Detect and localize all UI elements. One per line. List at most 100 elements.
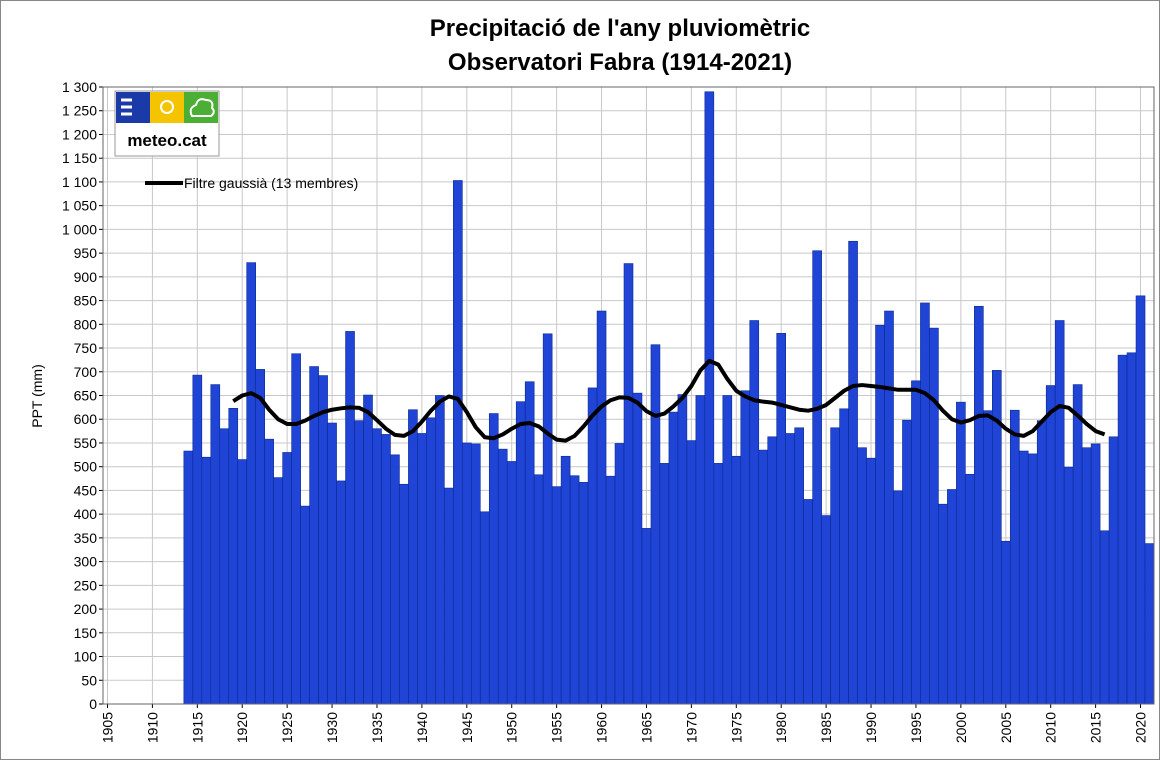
y-tick-label: 150 [74, 625, 98, 641]
bar [533, 474, 544, 705]
x-tick-label: 1925 [279, 712, 295, 743]
y-tick-label: 550 [74, 435, 98, 451]
bar [596, 310, 607, 705]
logo-icon [160, 100, 174, 114]
bar [291, 353, 301, 705]
bar [470, 443, 481, 705]
bar [758, 449, 769, 705]
bar [345, 331, 355, 705]
smoothed-line [232, 358, 1106, 443]
bar [417, 433, 427, 705]
y-tick-label: 0 [89, 696, 97, 712]
x-tick-label: 1980 [773, 712, 789, 743]
y-tick-label: 250 [74, 577, 98, 593]
bar [587, 387, 598, 705]
bar [722, 395, 733, 705]
bar [569, 475, 580, 705]
bar [650, 344, 661, 705]
bar [632, 392, 643, 705]
bar [210, 384, 221, 705]
bar [884, 310, 894, 705]
bar [408, 409, 418, 705]
plot-border [102, 86, 1155, 705]
x-tick-label: 2000 [953, 712, 969, 743]
bar [767, 436, 778, 705]
y-axis-label: PPT (mm) [29, 364, 45, 428]
bar [1117, 354, 1128, 705]
x-tick-label: 1990 [863, 712, 879, 743]
x-tick-label: 1945 [459, 712, 475, 743]
bar [551, 486, 562, 705]
y-tick-label: 100 [74, 649, 98, 665]
bar [246, 262, 257, 705]
y-tick-label: 1 050 [62, 198, 97, 214]
y-tick-label: 850 [74, 293, 98, 309]
bar [614, 443, 625, 705]
x-tick-label: 2005 [998, 712, 1014, 743]
bar [1063, 466, 1074, 705]
bar [947, 489, 957, 705]
logo: meteo.cat [114, 90, 220, 157]
bar [821, 515, 831, 705]
bar [956, 401, 966, 705]
plot-area: 0 50 100 150 200 250 300 350 400 450 500 550 600 650 7… [62, 79, 1155, 743]
y-tick-label: 200 [74, 601, 98, 617]
bar [974, 305, 984, 705]
bar [479, 511, 490, 705]
bar [1090, 443, 1101, 705]
y-tick-label: 750 [74, 340, 98, 356]
bar [381, 434, 391, 705]
bar [273, 477, 283, 705]
bar [893, 490, 903, 705]
bar [1000, 540, 1011, 705]
bar [560, 455, 571, 705]
bar [300, 505, 310, 705]
bar [1045, 385, 1056, 705]
x-tick-label: 1920 [234, 712, 250, 743]
x-tick-label: 1905 [99, 712, 115, 743]
bar [578, 482, 589, 705]
x-tick-label: 2010 [1043, 712, 1059, 743]
y-tick-label: 500 [74, 459, 98, 475]
bar [255, 369, 265, 705]
bar [1144, 543, 1155, 705]
bar [713, 463, 724, 705]
bar [866, 457, 876, 705]
y-tick-label: 400 [74, 506, 98, 522]
y-tick-label: 1 000 [62, 221, 97, 237]
bar [857, 447, 867, 705]
bar [1009, 409, 1020, 705]
bar [488, 413, 499, 705]
y-tick-label: 900 [74, 269, 98, 285]
bar [1027, 453, 1038, 705]
bar [695, 395, 706, 705]
bar [1072, 384, 1083, 705]
x-tick-label: 1940 [414, 712, 430, 743]
x-tick-label: 1960 [594, 712, 610, 743]
bar [390, 454, 400, 705]
bar [641, 528, 652, 705]
logo-icon [189, 98, 215, 117]
y-tick-label: 600 [74, 411, 98, 427]
bar [776, 333, 787, 705]
bar [623, 263, 634, 705]
chart-title: Precipitació de l'any pluviomètric [430, 15, 811, 42]
bar [192, 374, 203, 705]
bar [839, 408, 849, 705]
bar [830, 427, 840, 705]
x-tick-label: 1995 [908, 712, 924, 743]
bar [515, 401, 526, 705]
logo-text: meteo.cat [127, 131, 207, 150]
bar [542, 333, 553, 705]
bar [902, 419, 912, 705]
x-tick-label: 1930 [324, 712, 340, 743]
logo-tile [150, 92, 184, 123]
bar [435, 395, 445, 705]
y-tick-label: 450 [74, 482, 98, 498]
bar [462, 442, 472, 705]
bar [749, 320, 760, 705]
bar [399, 483, 409, 705]
y-tick-label: 1 150 [62, 150, 97, 166]
bar [677, 394, 688, 705]
x-tick-label: 2020 [1133, 712, 1149, 743]
